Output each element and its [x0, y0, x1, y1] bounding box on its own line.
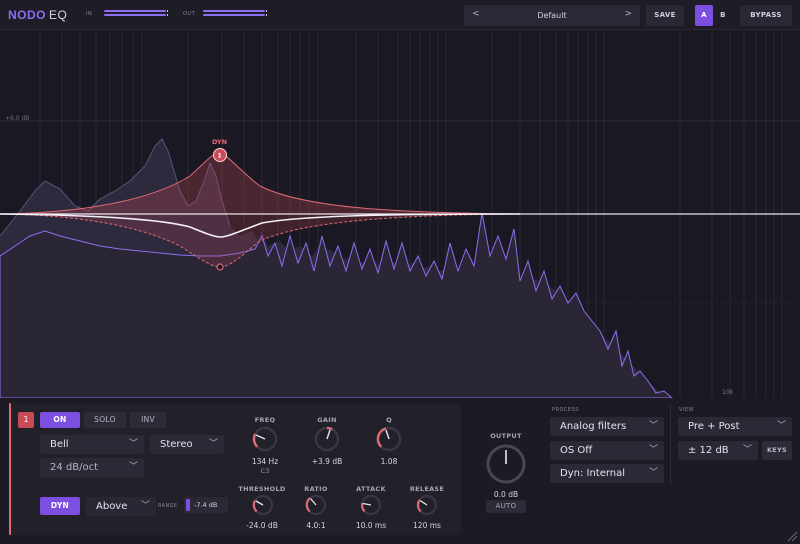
save-button[interactable]: SAVE [646, 5, 684, 26]
threshold-knob[interactable] [251, 493, 275, 517]
chevron-down-icon: ﹀ [742, 445, 752, 455]
chevron-down-icon: ﹀ [208, 439, 218, 449]
freq-label: FREQ [254, 416, 276, 424]
input-meter-label: IN [86, 11, 93, 17]
output-knob[interactable] [484, 442, 528, 486]
range-value: -7.4 dB [194, 501, 218, 509]
freq-value: 134 Hz [251, 457, 279, 466]
top-bar: NODO EQ IN OUT < Default > SAVE A B BYPAS… [0, 0, 800, 30]
pre-spectrum-line [0, 138, 231, 237]
ratio-value: 4.0:1 [306, 521, 326, 530]
slope-dropdown[interactable]: 24 dB/oct ﹀ [40, 458, 144, 477]
band-invert-button[interactable]: INV [130, 412, 166, 428]
view-section-label: VIEW [679, 407, 694, 413]
stereo-mode-value: Stereo [160, 439, 193, 450]
eq-response-curve [0, 213, 521, 238]
chevron-down-icon: ﹀ [648, 445, 658, 455]
chevron-down-icon: ﹀ [140, 501, 150, 511]
output-value: 0.0 dB [493, 490, 519, 499]
filter-type-dropdown[interactable]: Bell ﹀ [40, 435, 144, 454]
band-solo-button[interactable]: SOLO [84, 412, 126, 428]
output-meter-label: OUT [183, 11, 196, 17]
display-range-dropdown[interactable]: ± 12 dB ﹀ [678, 441, 758, 460]
band-node-handle[interactable] [213, 148, 227, 162]
bypass-button[interactable]: BYPASS [740, 5, 792, 26]
dynamic-mode-dropdown[interactable]: Above ﹀ [86, 497, 156, 516]
oversampling-value: OS Off [560, 445, 593, 456]
dynamic-toggle-button[interactable]: DYN [40, 497, 80, 515]
gain-label: GAIN [317, 416, 337, 424]
attack-knob[interactable] [359, 493, 383, 517]
chevron-down-icon: ﹀ [648, 468, 658, 478]
product-name: EQ [49, 8, 68, 22]
chevron-down-icon: ﹀ [648, 421, 658, 431]
release-label: RELEASE [409, 485, 445, 493]
release-knob[interactable] [415, 493, 439, 517]
brand-name: NODO [8, 8, 46, 22]
slope-value: 24 dB/oct [50, 462, 99, 473]
preset-next-button[interactable]: > [624, 9, 632, 19]
release-value: 120 ms [413, 521, 441, 530]
output-label: OUTPUT [490, 432, 522, 440]
freq-note: C3 [260, 467, 270, 475]
dynamic-mode-value: Above [96, 501, 128, 512]
range-slider[interactable]: -7.4 dB [184, 497, 228, 513]
preset-selector: < Default > [464, 5, 640, 26]
band-color-accent [9, 403, 11, 535]
chevron-down-icon: ﹀ [128, 462, 138, 472]
output-meter [203, 9, 267, 18]
attack-label: ATTACK [356, 485, 386, 493]
band-dynamic-area [0, 213, 521, 268]
stereo-mode-dropdown[interactable]: Stereo ﹀ [150, 435, 224, 454]
filter-mode-value: Analog filters [560, 421, 627, 432]
band-node-number: 1 [218, 153, 222, 160]
freq-label-10k: 10k [722, 389, 734, 396]
q-label: Q [386, 416, 392, 424]
band-node-dyn-label: DYN [212, 138, 227, 146]
q-value: 1.08 [380, 457, 398, 466]
range-label: RANGE [158, 503, 178, 509]
preset-name[interactable]: Default [537, 11, 567, 20]
gain-value: +3.9 dB [311, 457, 343, 466]
dynamic-source-value: Dyn: Internal [560, 468, 626, 479]
input-meter [104, 9, 168, 18]
eq-display[interactable]: +6.0 dB 10k DYN 1 [0, 31, 800, 398]
threshold-value: -24.0 dB [246, 521, 278, 530]
attack-value: 10.0 ms [355, 521, 387, 530]
output-auto-button[interactable]: AUTO [486, 500, 526, 513]
view-mode-value: Pre + Post [688, 421, 740, 432]
logo: NODO EQ [8, 8, 67, 22]
band-on-button[interactable]: ON [40, 412, 80, 428]
view-mode-dropdown[interactable]: Pre + Post ﹀ [678, 417, 792, 436]
filter-mode-dropdown[interactable]: Analog filters ﹀ [550, 417, 664, 436]
chevron-down-icon: ﹀ [128, 439, 138, 449]
dynamic-source-dropdown[interactable]: Dyn: Internal ﹀ [550, 464, 664, 483]
q-knob[interactable] [375, 425, 403, 453]
keys-button[interactable]: KEYS [762, 441, 792, 460]
post-spectrum [0, 212, 673, 398]
band-number-badge[interactable]: 1 [18, 412, 34, 428]
gain-knob[interactable] [313, 425, 341, 453]
filter-type-value: Bell [50, 439, 69, 450]
process-section-label: PROCESS [552, 407, 579, 413]
preset-prev-button[interactable]: < [472, 9, 480, 19]
ratio-knob[interactable] [304, 493, 328, 517]
ratio-label: RATIO [304, 485, 328, 493]
ab-slot-a-button[interactable]: A [695, 5, 713, 26]
threshold-label: THRESHOLD [238, 485, 286, 493]
grid-label-plus6: +6.0 dB [5, 115, 29, 122]
section-divider [670, 405, 671, 485]
range-slider-handle[interactable] [186, 499, 190, 511]
band-dynamic-handle[interactable] [216, 263, 224, 271]
freq-knob[interactable] [251, 425, 279, 453]
chevron-down-icon: ﹀ [776, 421, 786, 431]
ab-slot-b-button[interactable]: B [720, 11, 726, 19]
resize-grip-icon[interactable] [786, 530, 798, 542]
display-range-value: ± 12 dB [688, 445, 729, 456]
oversampling-dropdown[interactable]: OS Off ﹀ [550, 441, 664, 460]
